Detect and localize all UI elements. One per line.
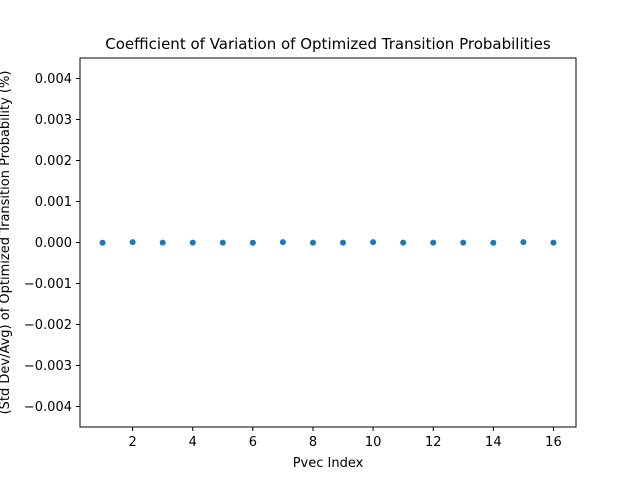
data-point: [129, 239, 136, 246]
y-tick-label: −0.001: [24, 277, 72, 292]
chart-title: Coefficient of Variation of Optimized Tr…: [105, 35, 551, 53]
x-axis-ticks: 2 4 6 8 10 12 14 16: [128, 427, 562, 450]
y-axis-ticks: −0.004 −0.003 −0.002 −0.001 0.000 0.001 0.002 0…: [24, 72, 80, 415]
data-point: [279, 239, 286, 246]
data-points: [99, 239, 557, 246]
data-point: [340, 239, 347, 246]
data-point: [520, 239, 527, 246]
data-point: [490, 239, 497, 246]
y-tick-label: −0.003: [24, 359, 72, 374]
y-tick-label: −0.002: [24, 318, 72, 333]
y-axis-label: (Std Dev/Avg) of Optimized Transition Pr…: [0, 71, 13, 415]
x-tick-label: 10: [365, 435, 382, 450]
data-point: [159, 239, 166, 246]
data-point: [189, 239, 196, 246]
data-point: [370, 239, 377, 246]
data-point: [400, 239, 407, 246]
y-tick-label: 0.004: [35, 72, 72, 87]
x-tick-label: 6: [249, 435, 257, 450]
y-tick-label: 0.002: [35, 154, 72, 169]
plot-area: [80, 58, 576, 427]
x-tick-label: 12: [425, 435, 442, 450]
x-tick-label: 2: [128, 435, 136, 450]
data-point: [219, 239, 226, 246]
data-point: [550, 239, 557, 246]
x-axis-label: Pvec Index: [293, 456, 364, 471]
y-tick-label: 0.001: [35, 195, 72, 210]
x-tick-label: 16: [545, 435, 562, 450]
x-tick-label: 4: [189, 435, 197, 450]
x-tick-label: 14: [485, 435, 502, 450]
data-point: [430, 239, 437, 246]
y-tick-label: −0.004: [24, 400, 72, 415]
data-point: [249, 239, 256, 246]
y-tick-label: 0.003: [35, 113, 72, 128]
data-point: [309, 239, 316, 246]
x-tick-label: 8: [309, 435, 317, 450]
data-point: [460, 239, 467, 246]
data-point: [99, 239, 106, 246]
plot-frame: [79, 57, 577, 428]
y-tick-label: 0.000: [35, 236, 72, 251]
